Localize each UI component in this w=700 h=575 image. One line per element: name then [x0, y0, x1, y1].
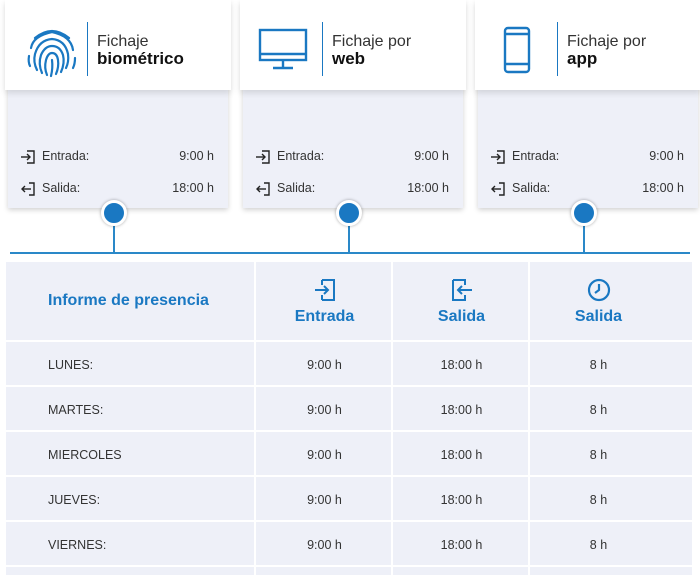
exit-time: 18:00 h [642, 181, 684, 195]
connector-dot [571, 200, 597, 226]
column-divider [254, 262, 256, 575]
day-cell: VIERNES: [48, 538, 107, 552]
report-title: Informe de presencia [48, 292, 209, 309]
exit-label: Salida: [512, 181, 551, 195]
login-icon [21, 150, 35, 164]
column-divider [391, 262, 393, 575]
connector-dot [101, 200, 127, 226]
fingerprint-icon [27, 29, 77, 78]
exit-row: Salida: 18:00 h [255, 180, 449, 198]
hours-cell: 8 h [589, 403, 608, 417]
login-icon [256, 150, 270, 164]
entry-time: 9:00 h [414, 149, 449, 163]
biometric-card-header: Fichaje biométrico [5, 0, 231, 90]
app-card-header: Fichaje por app [475, 0, 700, 90]
entrada-cell: 9:00 h [307, 448, 342, 462]
card-title-line2: web [332, 49, 366, 68]
entrada-cell: 9:00 h [307, 403, 342, 417]
hours-cell: 8 h [589, 358, 608, 372]
row-divider [6, 565, 692, 567]
connector-line [113, 222, 115, 253]
column-label: Salida [437, 308, 486, 325]
entry-row: Entrada: 9:00 h [20, 148, 214, 166]
exit-label: Salida: [277, 181, 316, 195]
day-cell: LUNES: [48, 358, 94, 372]
card-title-line2: biométrico [97, 49, 184, 68]
entry-label: Entrada: [512, 149, 560, 163]
entry-time: 9:00 h [179, 149, 214, 163]
connector-line [348, 222, 350, 253]
entrada-cell: 9:00 h [307, 538, 342, 552]
web-card: Fichaje por web Entrada: 9:00 h Salida: … [240, 0, 466, 208]
day-cell: MIERCOLES [48, 448, 122, 462]
card-title-line1: Fichaje por [332, 33, 412, 50]
logout-icon [21, 182, 35, 196]
monitor-icon [258, 28, 308, 70]
salida-cell: 18:00 h [440, 448, 483, 462]
connector-line [583, 222, 585, 253]
card-title: Fichaje por web [332, 33, 411, 67]
smartphone-icon [503, 26, 531, 74]
exit-row: Salida: 18:00 h [490, 180, 684, 198]
salida-cell: 18:00 h [440, 538, 483, 552]
logout-icon [491, 182, 505, 196]
column-header-entrada: Entrada [256, 262, 393, 340]
card-divider [322, 22, 323, 76]
app-card: Fichaje por app Entrada: 9:00 h Salida: … [475, 0, 700, 208]
hours-cell: 8 h [589, 493, 608, 507]
exit-time: 18:00 h [407, 181, 449, 195]
day-cell: MARTES: [48, 403, 104, 417]
column-header-salida: Salida [393, 262, 530, 340]
entrada-cell: 9:00 h [307, 493, 342, 507]
column-label: Entrada [294, 308, 355, 325]
card-title-line1: Fichaje [97, 33, 149, 50]
entry-row: Entrada: 9:00 h [255, 148, 449, 166]
login-icon [314, 279, 335, 301]
connector-dot [336, 200, 362, 226]
column-divider [528, 262, 530, 575]
entry-label: Entrada: [277, 149, 325, 163]
salida-cell: 18:00 h [440, 358, 483, 372]
row-divider [6, 385, 692, 387]
timeline-line [10, 252, 690, 254]
card-title-line1: Fichaje por [567, 33, 647, 50]
logout-icon [451, 279, 472, 301]
row-divider [6, 520, 692, 522]
card-divider [557, 22, 558, 76]
card-title: Fichaje biométrico [97, 33, 184, 67]
web-card-header: Fichaje por web [240, 0, 466, 90]
exit-time: 18:00 h [172, 181, 214, 195]
logout-icon [256, 182, 270, 196]
hours-cell: 8 h [589, 448, 608, 462]
day-cell: JUEVES: [48, 493, 101, 507]
salida-cell: 18:00 h [440, 403, 483, 417]
biometric-card: Fichaje biométrico Entrada: 9:00 h Salid… [5, 0, 231, 208]
column-label: Salida [574, 308, 623, 325]
row-divider [6, 340, 692, 342]
row-divider [6, 430, 692, 432]
attendance-report-table: Informe de presencia Entrada Salida Sali… [6, 262, 692, 575]
exit-label: Salida: [42, 181, 81, 195]
card-title: Fichaje por app [567, 33, 646, 67]
card-title-line2: app [567, 49, 598, 68]
exit-row: Salida: 18:00 h [20, 180, 214, 198]
salida-cell: 18:00 h [440, 493, 483, 507]
entry-row: Entrada: 9:00 h [490, 148, 684, 166]
row-divider [6, 475, 692, 477]
column-header-hours: Salida [530, 262, 667, 340]
entry-label: Entrada: [42, 149, 90, 163]
login-icon [491, 150, 505, 164]
entrada-cell: 9:00 h [307, 358, 342, 372]
hours-cell: 8 h [589, 538, 608, 552]
card-divider [87, 22, 88, 76]
clock-icon [587, 278, 610, 302]
entry-time: 9:00 h [649, 149, 684, 163]
